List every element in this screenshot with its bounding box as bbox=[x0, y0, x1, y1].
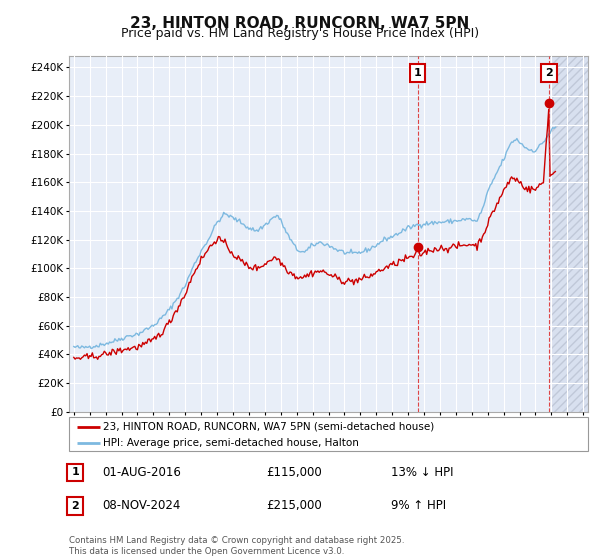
Text: 2: 2 bbox=[71, 501, 79, 511]
Text: £115,000: £115,000 bbox=[266, 466, 322, 479]
Bar bbox=[551, 56, 588, 412]
Bar bbox=[551, 56, 588, 412]
Text: 23, HINTON ROAD, RUNCORN, WA7 5PN: 23, HINTON ROAD, RUNCORN, WA7 5PN bbox=[130, 16, 470, 31]
Text: 1: 1 bbox=[414, 68, 422, 78]
FancyBboxPatch shape bbox=[69, 417, 588, 451]
Text: 13% ↓ HPI: 13% ↓ HPI bbox=[391, 466, 453, 479]
Text: Contains HM Land Registry data © Crown copyright and database right 2025.
This d: Contains HM Land Registry data © Crown c… bbox=[69, 536, 404, 556]
Text: HPI: Average price, semi-detached house, Halton: HPI: Average price, semi-detached house,… bbox=[103, 438, 359, 449]
Text: 08-NOV-2024: 08-NOV-2024 bbox=[103, 500, 181, 512]
Text: 2: 2 bbox=[545, 68, 553, 78]
Text: 23, HINTON ROAD, RUNCORN, WA7 5PN (semi-detached house): 23, HINTON ROAD, RUNCORN, WA7 5PN (semi-… bbox=[103, 422, 434, 432]
Text: £215,000: £215,000 bbox=[266, 500, 322, 512]
Text: 9% ↑ HPI: 9% ↑ HPI bbox=[391, 500, 446, 512]
Text: 1: 1 bbox=[71, 468, 79, 478]
Text: 01-AUG-2016: 01-AUG-2016 bbox=[103, 466, 182, 479]
Text: Price paid vs. HM Land Registry's House Price Index (HPI): Price paid vs. HM Land Registry's House … bbox=[121, 27, 479, 40]
